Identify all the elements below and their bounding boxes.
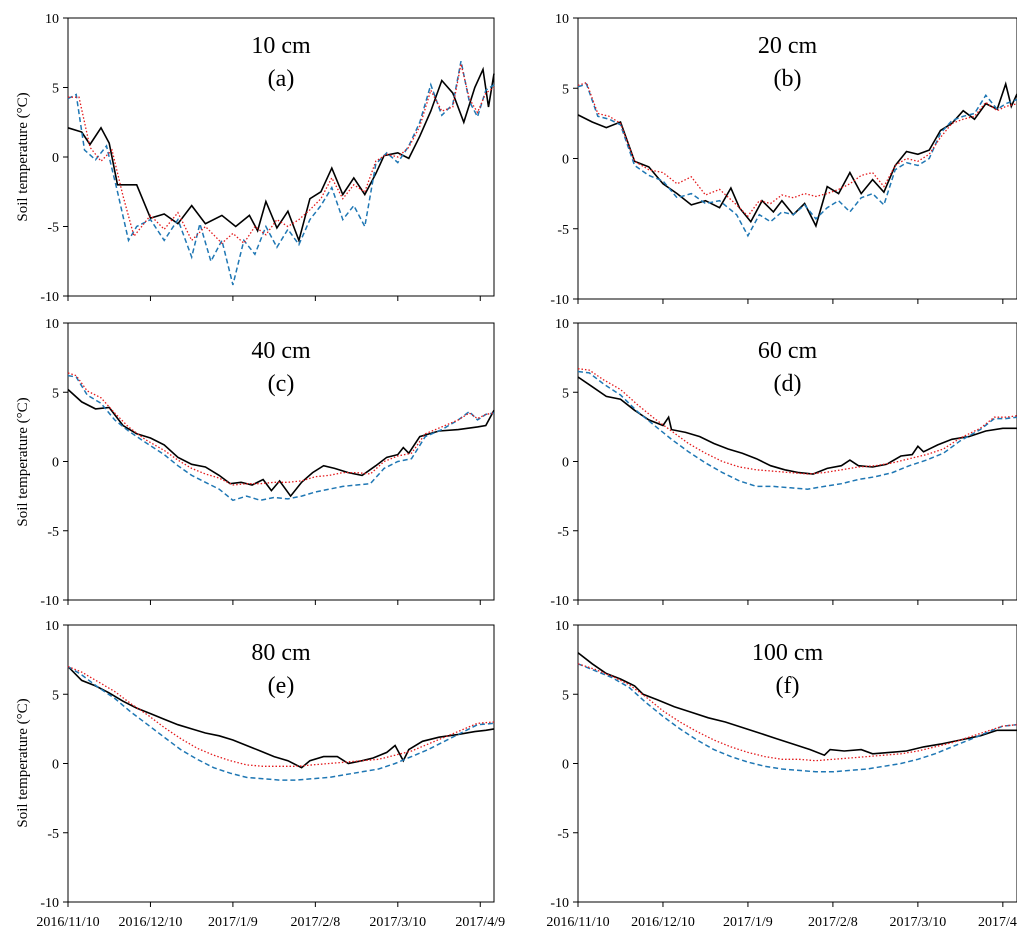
- y-tick-label: 5: [52, 688, 59, 703]
- series-line-dashed: [67, 665, 495, 781]
- x-tick-label: 2017/3/10: [889, 915, 946, 930]
- x-tick-label: 2017/1/9: [723, 915, 773, 930]
- series-line-solid: [577, 376, 1017, 475]
- y-tick-label: -5: [557, 525, 569, 540]
- panel-subtitle: (c): [268, 371, 295, 397]
- x-tick-label: 2016/12/10: [631, 915, 695, 930]
- y-tick-label: -5: [47, 525, 59, 540]
- x-tick-label: 2017/2/8: [290, 915, 340, 930]
- chart-panel-e: -10 -5 0 5 10 2016/11/10 2016/12/10 2017/1/9 201…: [36, 619, 505, 930]
- panel-title: 40 cm: [251, 338, 311, 364]
- y-axis-label: Soil temperature (°C): [15, 92, 31, 221]
- y-tick-label: -10: [550, 293, 569, 308]
- y-axis-label: Soil temperature (°C): [15, 397, 31, 526]
- y-tick-label: -5: [47, 827, 59, 842]
- y-tick-label: 0: [562, 456, 569, 471]
- panel-subtitle: (b): [774, 66, 802, 92]
- y-tick-label: -5: [47, 221, 59, 236]
- y-tick-label: -10: [550, 896, 569, 911]
- x-tick-label: 2017/2/8: [808, 915, 858, 930]
- series-line-dashed: [67, 374, 495, 502]
- y-tick-label: -10: [40, 896, 59, 911]
- y-tick-label: 10: [45, 619, 59, 634]
- plot-frame: [577, 624, 1017, 903]
- x-tick-label: 2016/12/10: [119, 915, 183, 930]
- panel-title: 20 cm: [758, 33, 818, 59]
- chart-panel-c: -10 -5 0 5 10 40 cm (c): [40, 317, 495, 609]
- y-tick-label: 10: [45, 12, 59, 27]
- x-tick-label: 2016/11/10: [546, 915, 609, 930]
- chart-panel-a: -10 -5 0 5 10 10 cm (a): [40, 12, 495, 305]
- series-line-dashed: [577, 370, 1017, 490]
- x-tick-label: 2017/1/9: [208, 915, 258, 930]
- y-tick-label: 10: [555, 12, 569, 27]
- series-line-dotted: [577, 81, 1017, 218]
- y-tick-label: 10: [555, 317, 569, 332]
- panel-subtitle: (e): [268, 673, 295, 699]
- y-tick-label: -5: [557, 827, 569, 842]
- plot-frame: [577, 17, 1017, 300]
- panel-subtitle: (d): [774, 371, 802, 397]
- series-line-dashed: [67, 60, 495, 286]
- y-tick-label: -10: [40, 594, 59, 609]
- y-tick-label: 5: [562, 688, 569, 703]
- series-line-solid: [577, 81, 1017, 229]
- chart-panel-d: -10 -5 0 5 10 60 cm (d): [550, 317, 1017, 609]
- series-line-dashed: [577, 663, 1017, 773]
- y-tick-label: 5: [52, 386, 59, 401]
- panel-title: 80 cm: [251, 640, 311, 666]
- x-tick-label: 2017/4/9: [455, 915, 505, 930]
- y-axis-label: Soil temperature (°C): [15, 698, 31, 827]
- chart-panel-b: -10 -5 0 5 10 20 cm (b): [550, 12, 1017, 308]
- y-tick-label: 0: [52, 456, 59, 471]
- panel-subtitle: (a): [268, 66, 295, 92]
- series-line-dashed: [577, 83, 1017, 238]
- y-tick-label: 0: [562, 758, 569, 773]
- series-line-solid: [67, 66, 495, 244]
- panel-title: 60 cm: [758, 338, 818, 364]
- plot-frame: [67, 17, 495, 297]
- series-line-dotted: [577, 368, 1017, 475]
- series-line-dotted: [67, 665, 495, 767]
- y-tick-label: 0: [52, 758, 59, 773]
- chart-panel-f: -10 -5 0 5 10 2016/11/10 2016/12/10 2017/1/9 201…: [546, 619, 1017, 930]
- y-tick-label: -5: [557, 223, 569, 238]
- y-tick-label: -10: [550, 594, 569, 609]
- panel-subtitle: (f): [776, 673, 800, 699]
- series-line-dotted: [68, 63, 495, 245]
- y-tick-label: -10: [40, 290, 59, 305]
- y-tick-label: 0: [562, 153, 569, 168]
- x-tick-label: 2017/4/9: [978, 915, 1017, 930]
- y-tick-label: 5: [52, 82, 59, 97]
- series-line-solid: [67, 388, 495, 498]
- y-tick-label: 0: [52, 151, 59, 166]
- plot-frame: [577, 322, 1017, 601]
- series-line-solid: [67, 665, 495, 769]
- series-line-dotted: [67, 372, 495, 486]
- y-tick-label: 10: [45, 317, 59, 332]
- x-tick-label: 2016/11/10: [36, 915, 99, 930]
- y-tick-label: 10: [555, 619, 569, 634]
- panel-title: 10 cm: [251, 33, 311, 59]
- y-tick-label: 5: [562, 82, 569, 97]
- panel-title: 100 cm: [752, 640, 824, 666]
- y-tick-label: 5: [562, 386, 569, 401]
- plot-frame: [67, 322, 495, 601]
- series-line-solid: [577, 652, 1017, 757]
- x-tick-label: 2017/3/10: [369, 915, 426, 930]
- plot-frame: [67, 624, 495, 903]
